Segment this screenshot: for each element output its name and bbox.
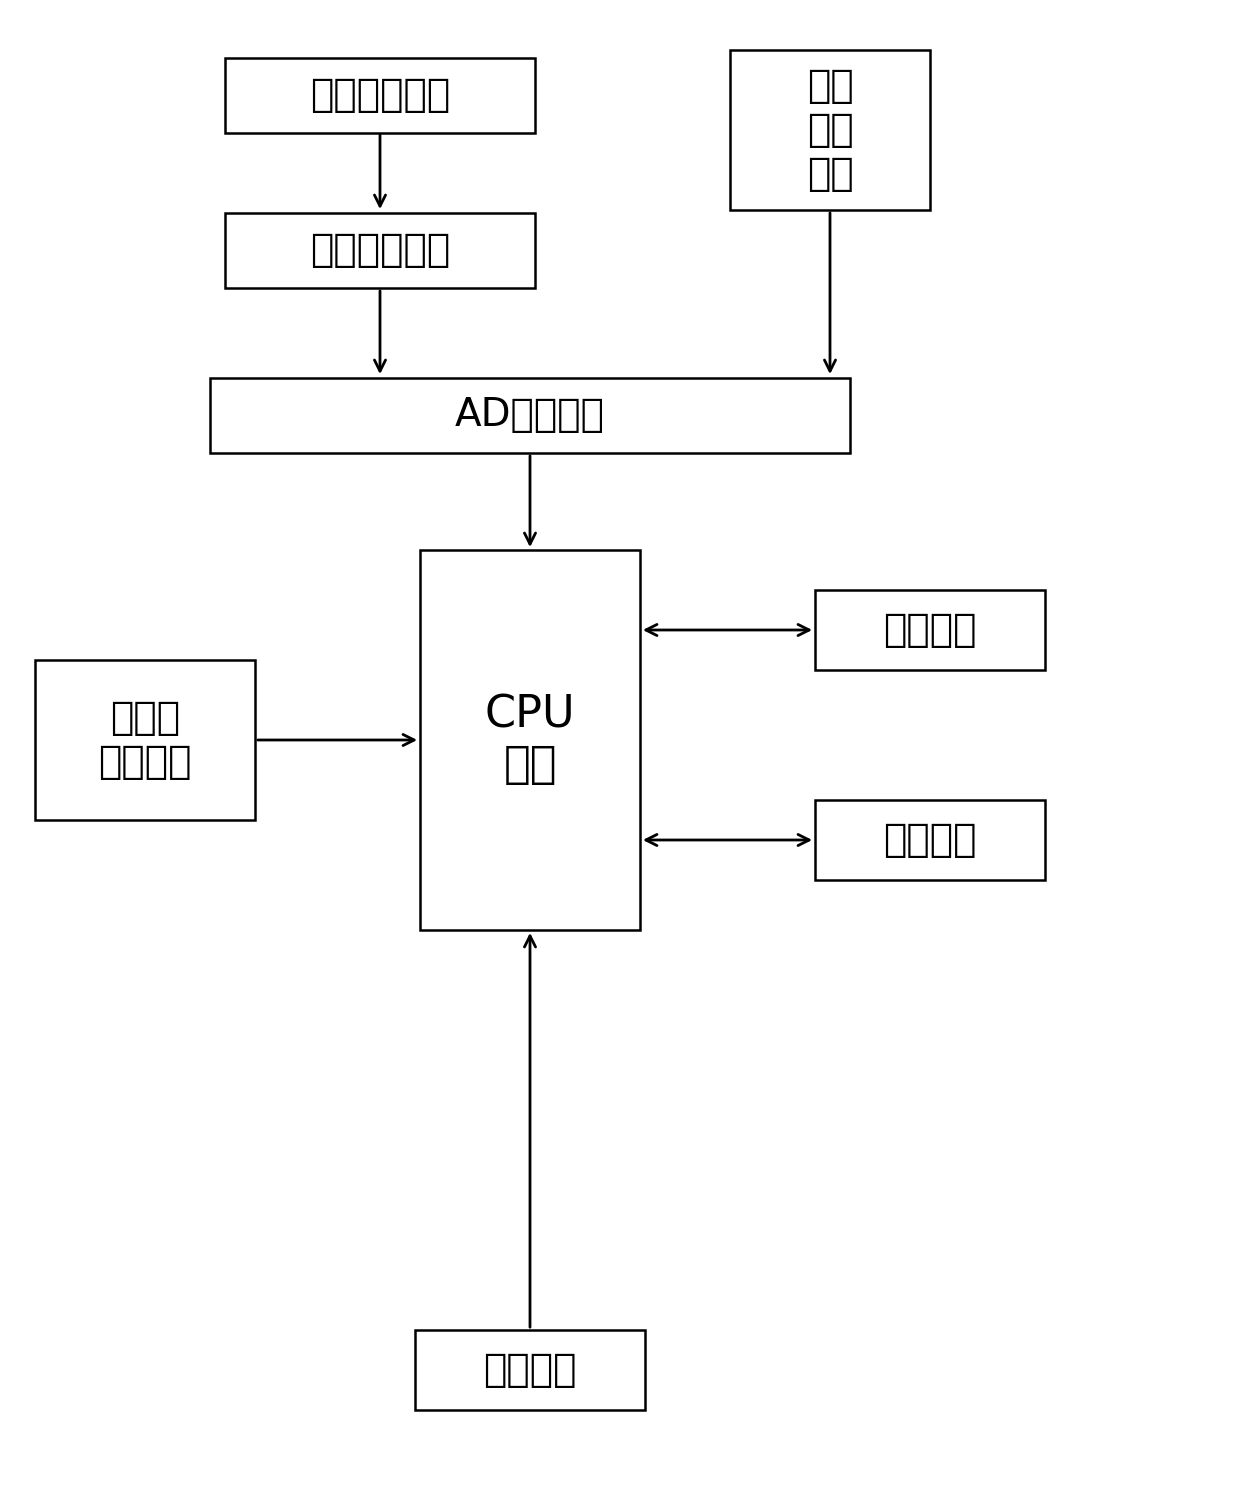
Text: 电源模块: 电源模块	[484, 1351, 577, 1389]
Bar	[210, 377, 849, 453]
Bar	[415, 1331, 645, 1410]
Bar	[815, 800, 1045, 881]
Bar	[815, 590, 1045, 671]
Bar	[730, 51, 930, 210]
Text: CPU
模块: CPU 模块	[485, 694, 575, 787]
Bar	[224, 213, 534, 288]
Text: 采样保持模块: 采样保持模块	[310, 231, 450, 270]
Text: 温湿度
采样模块: 温湿度 采样模块	[98, 699, 192, 781]
Text: 存储模块: 存储模块	[883, 821, 977, 860]
Text: 通信模块: 通信模块	[883, 611, 977, 650]
Bar	[420, 550, 640, 930]
Bar	[35, 660, 255, 820]
Text: 电压采样模块: 电压采样模块	[310, 76, 450, 115]
Bar	[224, 58, 534, 133]
Text: 电流
采样
模块: 电流 采样 模块	[807, 67, 853, 194]
Text: AD转换模块: AD转换模块	[455, 396, 605, 434]
